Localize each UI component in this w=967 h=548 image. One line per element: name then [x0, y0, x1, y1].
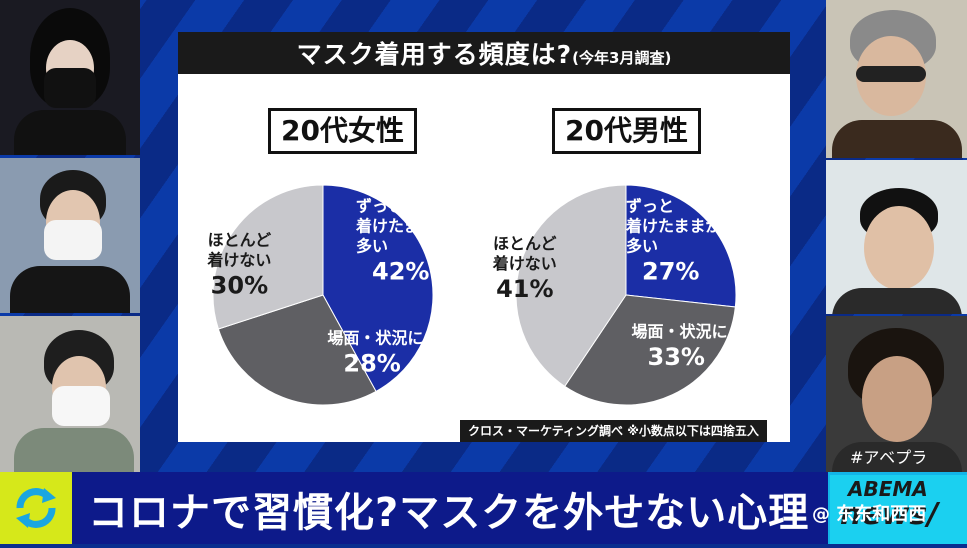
pie-charts: ずっと着けたままが多い42%場面・状況による28%ほとんど着けない30%ずっと着…	[206, 184, 760, 406]
chart-title-male: 20代男性	[552, 108, 701, 154]
source-footnote: クロス・マーケティング調べ ※小数点以下は四捨五入	[460, 420, 767, 442]
watermark: @ 东东和西西	[812, 504, 927, 525]
panelist-body	[14, 110, 126, 155]
headline-text: コロナで習慣化?マスクを外せない心理	[88, 490, 810, 536]
board-title: マスク着用する頻度は?(今年3月調査)	[178, 35, 790, 71]
pie-slice-label: 着けない	[492, 254, 557, 273]
board-title-text: マスク着用する頻度は?	[296, 40, 573, 69]
pie-slice-label: 着けたままが	[625, 216, 722, 235]
pie-slice-value: 41%	[496, 275, 553, 303]
panelist-video-right-1	[826, 0, 967, 158]
pie-slice-label: ずっと	[356, 196, 404, 215]
panelist-video-right-2	[826, 160, 967, 314]
pie-slice	[625, 184, 737, 308]
panelist-face	[862, 356, 932, 442]
pie-slice	[217, 294, 377, 406]
panelist-mask	[44, 220, 102, 260]
panelist-body	[10, 266, 130, 313]
pie-slice-label: 着けたままが	[355, 216, 452, 235]
pie-slice	[322, 184, 434, 393]
panelist-video-left-2	[0, 158, 140, 313]
pie-slice	[212, 184, 324, 330]
pie-slice-label: 場面・状況による	[327, 328, 455, 347]
panelist-video-left-3	[0, 316, 140, 474]
pie-slice-label: 多い	[356, 236, 388, 255]
panelist-body	[832, 442, 962, 474]
panelist-video-left-1	[0, 0, 140, 155]
board-header: マスク着用する頻度は?(今年3月調査)	[178, 32, 790, 74]
hashtag-label: #アベプラ	[850, 448, 928, 467]
chart-board: マスク着用する頻度は?(今年3月調査) 20代女性 20代男性 ずっと 着けたまま…	[178, 32, 790, 442]
board-title-note: (今年3月調査)	[572, 49, 672, 67]
panelist-glasses	[856, 66, 926, 82]
brand-bottom: news/	[840, 497, 939, 532]
pie-slice	[515, 184, 627, 388]
headline-box	[72, 472, 828, 544]
brand-top: ABEMA	[848, 477, 928, 501]
chart-title-female: 20代女性	[268, 108, 417, 154]
pie-slice	[564, 294, 736, 406]
panelist-face	[864, 206, 934, 290]
pie-slice-value: 30%	[211, 272, 268, 300]
pie-slice-value: 42%	[372, 257, 429, 285]
sync-icon	[0, 472, 72, 544]
pie-slice-label: 場面・状況による	[632, 322, 760, 341]
panelist-video-right-3	[826, 316, 967, 474]
pie-slice-value: 33%	[648, 343, 705, 371]
pie-slice-value: 28%	[343, 349, 400, 377]
panelist-body	[832, 288, 962, 314]
panelist-body	[14, 428, 134, 474]
abema-news-logo: ABEMA news/	[830, 475, 967, 544]
pie-slice-label: 多い	[626, 236, 658, 255]
panelist-mask	[44, 68, 96, 108]
panelist-mask	[52, 386, 110, 426]
pie-slice-label: ほとんど	[208, 231, 272, 250]
pie-slice-label: ずっと	[626, 196, 674, 215]
panelist-body	[832, 120, 962, 158]
pie-slice-value: 27%	[642, 257, 699, 285]
pie-slice-label: ほとんど	[493, 234, 557, 253]
pie-slice-label: 着けない	[206, 251, 271, 270]
